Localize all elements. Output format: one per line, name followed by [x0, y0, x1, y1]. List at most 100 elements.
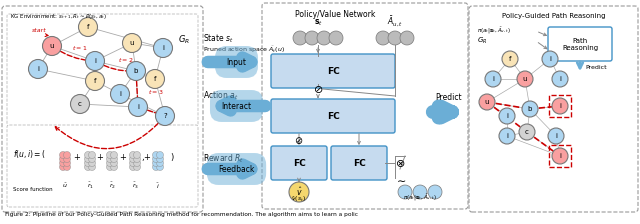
Circle shape	[134, 164, 141, 170]
Circle shape	[129, 164, 136, 170]
Circle shape	[111, 155, 118, 162]
Text: +: +	[97, 153, 104, 162]
Text: i: i	[94, 58, 96, 64]
Text: FC: FC	[292, 159, 305, 168]
FancyBboxPatch shape	[548, 27, 612, 61]
Text: +: +	[120, 153, 127, 162]
Text: $f(u,i) = ($: $f(u,i) = ($	[13, 148, 46, 160]
Circle shape	[60, 155, 67, 162]
Text: $\bar{r}_3$: $\bar{r}_3$	[131, 181, 138, 191]
Circle shape	[111, 84, 129, 103]
Circle shape	[522, 101, 538, 117]
Circle shape	[485, 71, 501, 87]
FancyBboxPatch shape	[271, 54, 395, 88]
Text: FC: FC	[326, 67, 339, 75]
Text: $t=3$: $t=3$	[148, 88, 164, 96]
Text: +: +	[74, 153, 81, 162]
Circle shape	[152, 155, 159, 162]
Text: f: f	[509, 56, 511, 62]
Circle shape	[398, 185, 412, 199]
Text: u: u	[523, 76, 527, 82]
Circle shape	[479, 94, 495, 110]
Circle shape	[542, 51, 558, 67]
Circle shape	[60, 159, 67, 166]
Circle shape	[517, 71, 533, 87]
Text: Policy-Guided Path Reasoning: Policy-Guided Path Reasoning	[502, 13, 605, 19]
Circle shape	[84, 159, 92, 166]
Text: i: i	[119, 91, 121, 97]
Text: Path
Reasoning: Path Reasoning	[562, 37, 598, 50]
Text: $\bar{A}_{u,t}$: $\bar{A}_{u,t}$	[387, 14, 403, 28]
Circle shape	[122, 34, 141, 52]
Text: i: i	[559, 103, 561, 109]
Circle shape	[129, 159, 136, 166]
Text: c: c	[525, 129, 529, 135]
Text: $\bar{u}$: $\bar{u}$	[62, 182, 68, 190]
Text: u: u	[50, 43, 54, 49]
Circle shape	[552, 71, 568, 87]
Text: Figure 2: Pipeline of our Policy-Guided Path Reasoning method for recommendation: Figure 2: Pipeline of our Policy-Guided …	[5, 212, 358, 217]
Circle shape	[63, 151, 70, 159]
Circle shape	[329, 31, 343, 45]
Circle shape	[293, 31, 307, 45]
Circle shape	[70, 95, 90, 114]
Circle shape	[413, 185, 427, 199]
Circle shape	[42, 37, 61, 56]
Text: ,: ,	[141, 153, 144, 162]
Text: i: i	[137, 104, 139, 110]
Circle shape	[111, 164, 118, 170]
Circle shape	[88, 164, 95, 170]
Text: +: +	[143, 153, 150, 162]
Circle shape	[157, 159, 163, 166]
Circle shape	[157, 155, 163, 162]
Circle shape	[145, 69, 164, 88]
Circle shape	[84, 164, 92, 170]
Text: Score function: Score function	[13, 187, 52, 192]
Circle shape	[289, 182, 309, 202]
Circle shape	[88, 155, 95, 162]
Circle shape	[134, 155, 141, 162]
Circle shape	[548, 128, 564, 144]
Text: $\sim$: $\sim$	[394, 176, 406, 186]
Text: $\pi(a_t|\mathbf{s}_t, \bar{A}_{u,t})$: $\pi(a_t|\mathbf{s}_t, \bar{A}_{u,t})$	[403, 193, 437, 203]
Text: $\bar{r}_2$: $\bar{r}_2$	[109, 181, 115, 191]
Circle shape	[152, 151, 159, 159]
Text: ?: ?	[163, 113, 167, 119]
Circle shape	[106, 151, 113, 159]
Circle shape	[60, 151, 67, 159]
Circle shape	[134, 159, 141, 166]
Circle shape	[129, 151, 136, 159]
Text: b: b	[528, 106, 532, 112]
Text: i: i	[549, 56, 551, 62]
Text: Feedback: Feedback	[218, 164, 255, 174]
Circle shape	[106, 159, 113, 166]
Circle shape	[63, 159, 70, 166]
Circle shape	[502, 51, 518, 67]
Circle shape	[106, 155, 113, 162]
Circle shape	[111, 159, 118, 166]
FancyBboxPatch shape	[469, 6, 638, 212]
Text: KG Environment: $s_{t+1}, R_t \sim P(s_t, a_t)$: KG Environment: $s_{t+1}, R_t \sim P(s_t…	[10, 12, 107, 21]
Text: $\hat{v}(s_t)$: $\hat{v}(s_t)$	[291, 194, 307, 204]
Text: i: i	[555, 133, 557, 139]
Circle shape	[86, 52, 104, 71]
Bar	[549, 95, 571, 117]
Text: f: f	[93, 78, 96, 84]
FancyBboxPatch shape	[7, 14, 198, 126]
Text: i: i	[37, 66, 39, 72]
Circle shape	[88, 151, 95, 159]
Text: Interact: Interact	[221, 101, 252, 110]
Text: State $s_t$: State $s_t$	[203, 33, 234, 45]
Bar	[549, 145, 571, 167]
Text: $G_R$: $G_R$	[178, 33, 190, 45]
Text: f: f	[154, 76, 156, 82]
Circle shape	[106, 164, 113, 170]
FancyBboxPatch shape	[7, 125, 198, 207]
Circle shape	[152, 164, 159, 170]
Circle shape	[157, 151, 163, 159]
Text: $\hat{v}$: $\hat{v}$	[296, 186, 302, 198]
Text: $G_R$: $G_R$	[477, 36, 487, 46]
Circle shape	[129, 97, 147, 116]
Circle shape	[134, 151, 141, 159]
Circle shape	[552, 98, 568, 114]
